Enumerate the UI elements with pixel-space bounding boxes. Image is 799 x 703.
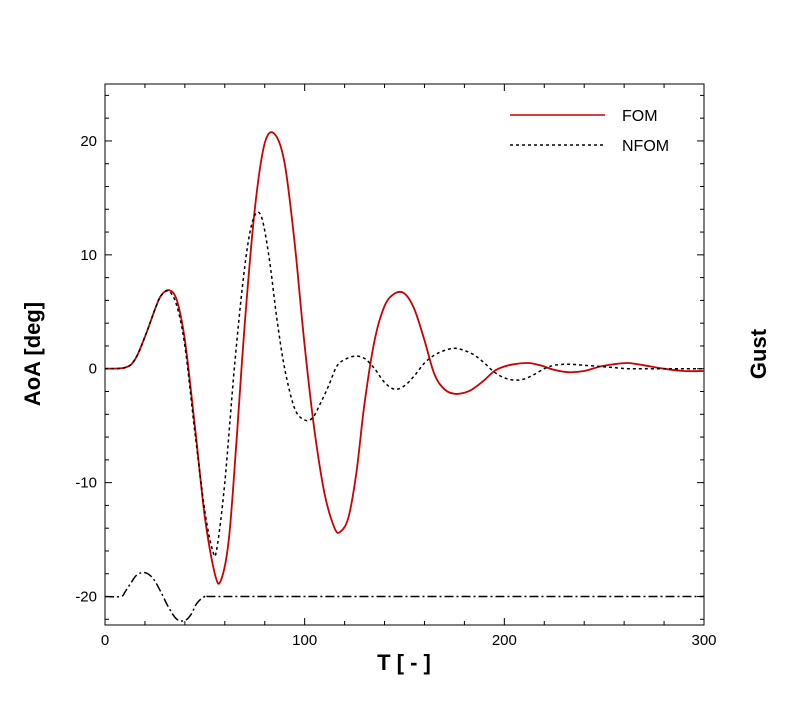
legend-label-nfom: NFOM — [622, 138, 669, 155]
series-layer — [104, 131, 705, 622]
x-tick-label: 0 — [101, 632, 109, 649]
y-tick-label: -20 — [75, 589, 97, 606]
legend: FOM NFOM — [510, 108, 669, 155]
series-line-gust — [104, 571, 704, 622]
y-tick-label: 20 — [80, 133, 97, 150]
y2-axis-title: Gust — [746, 328, 771, 379]
x-tick-label: 300 — [691, 632, 716, 649]
x-tick-label: 100 — [292, 632, 317, 649]
y-axis-title: AoA [deg] — [20, 302, 45, 406]
y-tick-label: -10 — [75, 475, 97, 492]
series-line-nfom — [104, 211, 704, 558]
legend-label-fom: FOM — [622, 108, 658, 125]
axis-ticks: 0 100 200 300 -20 -10 0 10 20 — [75, 84, 717, 649]
x-axis-title: T [ - ] — [377, 650, 431, 675]
y-tick-label: 10 — [80, 247, 97, 264]
x-tick-label: 200 — [492, 632, 517, 649]
series-line-fom — [104, 131, 705, 585]
y-tick-label: 0 — [89, 361, 97, 378]
plot-frame — [104, 83, 705, 626]
